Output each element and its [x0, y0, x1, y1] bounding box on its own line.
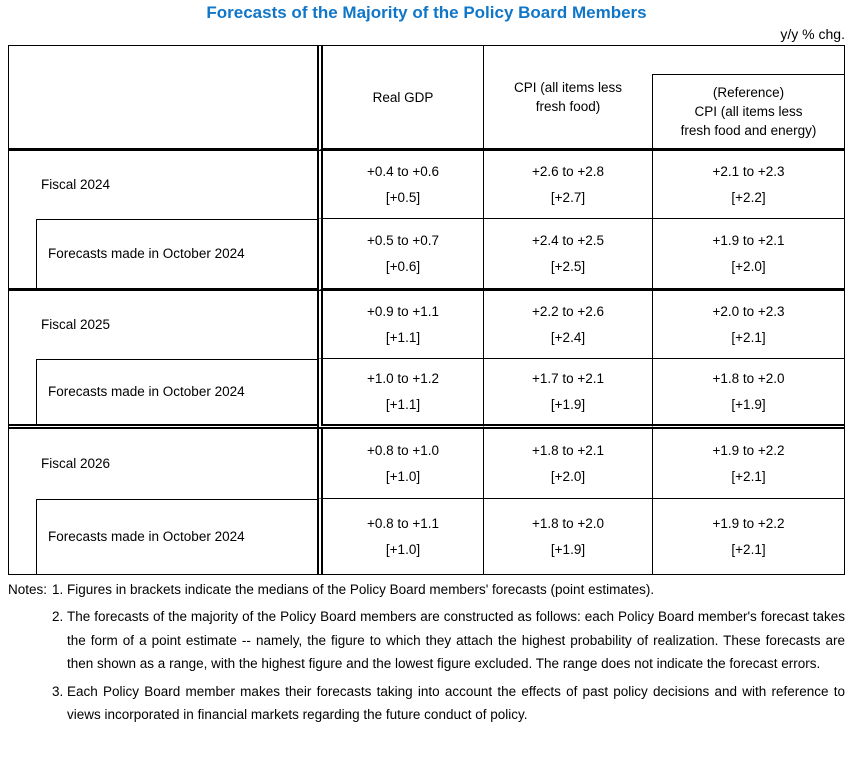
cell-cpi: +2.4 to +2.5 [+2.5] — [483, 219, 652, 291]
cell-cpi-reference: +2.0 to +2.3 [+2.1] — [652, 291, 844, 359]
cell-cpi: +1.8 to +2.1 [+2.0] — [483, 429, 652, 499]
median-value: [+2.7] — [550, 189, 586, 205]
header-label-real-gdp: Real GDP — [372, 89, 434, 105]
header-cell-blank — [9, 46, 317, 151]
median-value: [+1.9] — [550, 396, 586, 412]
notes-section: Notes: 1. Figures in brackets indicate t… — [8, 578, 845, 730]
cell-cpi-reference: +1.8 to +2.0 [+1.9] — [652, 359, 844, 429]
october-label-box: Forecasts made in October 2024 — [36, 359, 317, 424]
note-number: 2. — [52, 609, 64, 625]
row-label-fiscal-2026: Fiscal 2026 — [9, 429, 317, 499]
range-value: +2.2 to +2.6 — [531, 303, 605, 319]
range-value: +1.7 to +2.1 — [531, 370, 605, 386]
median-value: [+1.1] — [385, 329, 421, 345]
reference-header-box: (Reference) CPI (all items less fresh fo… — [652, 74, 844, 148]
range-value: +2.4 to +2.5 — [531, 232, 605, 248]
header-cell-cpi-reference: (Reference) CPI (all items less fresh fo… — [652, 46, 844, 151]
cell-real-gdp: +0.4 to +0.6 [+0.5] — [317, 151, 483, 219]
range-value: +2.6 to +2.8 — [531, 163, 605, 179]
october-label-box: Forecasts made in October 2024 — [36, 219, 317, 288]
forecast-table: Real GDP CPI (all items less fresh food)… — [8, 45, 845, 575]
row-label-text: Fiscal 2025 — [41, 317, 111, 332]
header-cell-cpi: CPI (all items less fresh food) — [483, 46, 652, 151]
median-value: [+0.6] — [385, 258, 421, 274]
range-value: +0.9 to +1.1 — [366, 303, 440, 319]
range-value: +1.8 to +2.1 — [531, 442, 605, 458]
median-value: [+1.9] — [731, 396, 766, 412]
range-value: +0.4 to +0.6 — [366, 163, 440, 179]
median-value: [+1.0] — [385, 541, 421, 557]
row-label-text: Forecasts made in October 2024 — [48, 529, 245, 544]
cell-cpi: +1.8 to +2.0 [+1.9] — [483, 499, 652, 574]
median-value: [+2.1] — [731, 329, 766, 345]
note-text: Each Policy Board member makes their for… — [67, 683, 845, 723]
cell-cpi-reference: +1.9 to +2.2 [+2.1] — [652, 429, 844, 499]
median-value: [+2.0] — [731, 258, 766, 274]
header-label-cpi-line2: fresh food) — [535, 99, 601, 114]
header-label-ref-line3: fresh food and energy) — [680, 123, 817, 138]
range-value: +1.8 to +2.0 — [712, 370, 785, 386]
range-value: +0.8 to +1.1 — [366, 515, 440, 531]
cell-real-gdp: +0.8 to +1.1 [+1.0] — [317, 499, 483, 574]
median-value: [+2.5] — [550, 258, 586, 274]
median-value: [+1.0] — [385, 468, 421, 484]
note-item-3: 3. Each Policy Board member makes their … — [8, 680, 845, 727]
median-value: [+2.1] — [731, 541, 766, 557]
range-value: +2.1 to +2.3 — [712, 163, 785, 179]
header-label-ref-line1: (Reference) — [712, 85, 785, 100]
row-label-fiscal-2024: Fiscal 2024 — [9, 151, 317, 219]
note-text: Figures in brackets indicate the medians… — [67, 582, 655, 597]
median-value: [+1.1] — [385, 396, 421, 412]
range-value: +0.8 to +1.0 — [366, 442, 440, 458]
range-value: +1.8 to +2.0 — [531, 515, 605, 531]
row-label-text: Forecasts made in October 2024 — [48, 246, 245, 261]
header-label-cpi-line1: CPI (all items less — [513, 80, 623, 95]
header-cell-real-gdp: Real GDP — [317, 46, 483, 151]
range-value: +1.9 to +2.1 — [712, 232, 785, 248]
cell-real-gdp: +0.5 to +0.7 [+0.6] — [317, 219, 483, 291]
row-label-october-fy2025: Forecasts made in October 2024 — [9, 359, 317, 429]
median-value: [+2.2] — [731, 189, 766, 205]
cell-cpi-reference: +1.9 to +2.1 [+2.0] — [652, 219, 844, 291]
cell-real-gdp: +0.9 to +1.1 [+1.1] — [317, 291, 483, 359]
cell-cpi-reference: +2.1 to +2.3 [+2.2] — [652, 151, 844, 219]
range-value: +1.9 to +2.2 — [712, 515, 785, 531]
cell-real-gdp: +0.8 to +1.0 [+1.0] — [317, 429, 483, 499]
header-label-ref-line2: CPI (all items less — [694, 104, 803, 119]
row-label-fiscal-2025: Fiscal 2025 — [9, 291, 317, 359]
note-item-1: Notes: 1. Figures in brackets indicate t… — [8, 578, 845, 601]
cell-real-gdp: +1.0 to +1.2 [+1.1] — [317, 359, 483, 429]
range-value: +0.5 to +0.7 — [366, 232, 440, 248]
row-label-text: Fiscal 2024 — [41, 177, 111, 192]
unit-label: y/y % chg. — [780, 26, 845, 42]
row-label-text: Forecasts made in October 2024 — [48, 384, 245, 399]
row-label-text: Fiscal 2026 — [41, 456, 111, 471]
median-value: [+2.0] — [550, 468, 586, 484]
cell-cpi-reference: +1.9 to +2.2 [+2.1] — [652, 499, 844, 574]
range-value: +2.0 to +2.3 — [712, 303, 785, 319]
note-text: The forecasts of the majority of the Pol… — [67, 609, 845, 672]
note-number: 1. — [52, 582, 64, 597]
range-value: +1.9 to +2.2 — [712, 442, 785, 458]
median-value: [+0.5] — [385, 189, 421, 205]
cell-cpi: +2.2 to +2.6 [+2.4] — [483, 291, 652, 359]
row-label-october-fy2024: Forecasts made in October 2024 — [9, 219, 317, 291]
page-title: Forecasts of the Majority of the Policy … — [206, 3, 647, 22]
row-label-october-fy2026: Forecasts made in October 2024 — [9, 499, 317, 574]
median-value: [+1.9] — [550, 541, 586, 557]
median-value: [+2.4] — [550, 329, 586, 345]
median-value: [+2.1] — [731, 468, 766, 484]
note-number: 3. — [52, 683, 64, 699]
cell-cpi: +2.6 to +2.8 [+2.7] — [483, 151, 652, 219]
cell-cpi: +1.7 to +2.1 [+1.9] — [483, 359, 652, 429]
range-value: +1.0 to +1.2 — [366, 370, 440, 386]
october-label-box: Forecasts made in October 2024 — [36, 499, 317, 574]
notes-label: Notes: — [8, 582, 48, 597]
note-item-2: 2. The forecasts of the majority of the … — [8, 605, 845, 675]
